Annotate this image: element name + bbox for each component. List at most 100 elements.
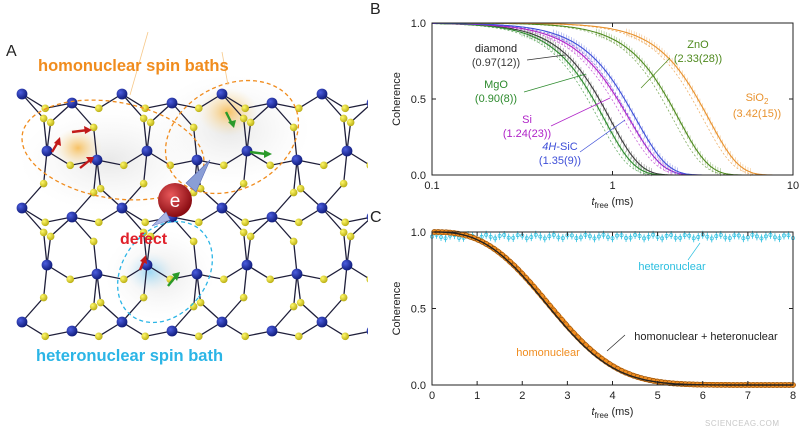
lattice-node-blue [166, 325, 178, 337]
heteronuclear-point [777, 236, 782, 241]
lattice-node-blue [392, 269, 403, 280]
lattice-bond [321, 93, 348, 152]
series-name-si: Si [522, 114, 532, 126]
series-value-mgo: (0.90(8)) [475, 93, 517, 105]
heteronuclear-point [786, 233, 791, 238]
lattice-node-yellow [294, 104, 303, 113]
lattice-node-yellow [366, 276, 368, 283]
lattice-node-blue [191, 154, 203, 166]
lattice-node-yellow [139, 114, 148, 123]
leader-line-si [550, 97, 611, 127]
lattice-node-blue [41, 145, 53, 157]
lattice-node-yellow [89, 123, 98, 132]
lattice-bond [296, 273, 323, 323]
defect-label: defect [120, 231, 168, 248]
series-name-heteronuclear: heteronuclear [638, 261, 706, 273]
homonuclear-point [503, 255, 509, 261]
lattice-bond [271, 216, 298, 275]
series-name-combined: homonuclear + heteronuclear [634, 331, 778, 343]
lattice-node-yellow [41, 332, 50, 341]
heteronuclear-point [714, 234, 719, 239]
panel-a-lattice: e A homonuclear spin baths defect hetero… [6, 31, 403, 365]
lattice-node-blue [116, 202, 128, 214]
spin-arrow-red-head [84, 126, 92, 134]
series-name-zno: ZnO [687, 39, 709, 51]
heteronuclear-point [637, 234, 642, 238]
lattice-bond [321, 207, 348, 266]
homonuclear-point [515, 266, 521, 273]
spin-arrows [50, 111, 272, 287]
heteronuclear-point [660, 236, 665, 241]
spin-arrow-green-head [264, 150, 272, 158]
lattice-bond [346, 150, 368, 165]
heteronuclear-point [529, 235, 534, 240]
heteronuclear-point [511, 235, 516, 240]
lattice-node-yellow [246, 118, 255, 127]
lattice-node-yellow [239, 179, 248, 188]
heteronuclear-point [736, 233, 741, 238]
lattice-node-yellow [141, 218, 150, 227]
heteronuclear-point [493, 236, 498, 241]
lattice-node-yellow [341, 104, 350, 113]
heteronuclear-point [547, 234, 552, 239]
heteronuclear-point [651, 232, 656, 237]
electron-spin: e [151, 159, 211, 227]
y-tick-label: 0.5 [411, 94, 426, 106]
lattice-node-blue [291, 268, 303, 280]
heteronuclear-point [773, 235, 777, 240]
heteronuclear-point [587, 234, 592, 239]
x-tick-label: 0.1 [424, 180, 439, 192]
lattice-node-yellow [390, 238, 398, 246]
y-axis-label: Coherence [391, 282, 403, 336]
lattice-node-blue [141, 145, 153, 157]
leader-line-mgo [523, 73, 587, 93]
combined-line [434, 231, 793, 386]
heteronuclear-point [768, 232, 773, 237]
y-tick-label: 1.0 [411, 18, 426, 30]
lattice-node-yellow [341, 332, 350, 341]
lattice-node-blue [316, 316, 328, 328]
heteronuclear-point [533, 232, 538, 237]
panel-label-a: A [6, 43, 17, 60]
homonuclear-line [431, 229, 796, 388]
series-name-sio2: SiO2 [746, 92, 769, 106]
heteronuclear-point [597, 234, 601, 239]
x-tick-label: 1 [474, 390, 480, 402]
heteronuclear-point [682, 233, 687, 238]
lattice-node-blue [66, 325, 78, 337]
lattice-node-yellow [39, 228, 48, 237]
heteronuclear-point [732, 233, 737, 238]
lattice-node-blue [116, 88, 128, 100]
heteronuclear-point [718, 232, 723, 237]
lattice-node-yellow [146, 232, 155, 241]
lattice-bond [346, 105, 368, 152]
lattice-bond [271, 273, 298, 332]
lattice-bond [321, 264, 348, 323]
heteronuclear-point [601, 232, 606, 237]
lattice-node-yellow [339, 293, 348, 302]
lattice-node-blue [16, 88, 28, 100]
spin-arrow-red [79, 159, 91, 169]
lattice-node-yellow [89, 302, 98, 311]
lattice-node-yellow [239, 228, 248, 237]
x-tick-label: 7 [745, 390, 751, 402]
y-tick-label: 0.5 [411, 304, 426, 316]
x-tick-label: 3 [564, 390, 570, 402]
lattice-node-blue [216, 202, 228, 214]
heteronuclear-point [583, 232, 588, 237]
heteronuclear-point [759, 236, 764, 241]
heteronuclear-point [484, 232, 489, 237]
lattice-node-yellow [289, 123, 298, 132]
lattice-node-yellow [266, 161, 275, 170]
heteronuclear-point [763, 234, 768, 239]
series-value-zno: (2.33(28)) [674, 53, 722, 65]
x-tick-label: 8 [790, 390, 796, 402]
heteronuclear-point [754, 234, 759, 239]
lattice-node-yellow [66, 161, 75, 170]
lattice-node-yellow [96, 298, 105, 307]
series-name-diamond: diamond [475, 43, 517, 55]
lattice-node-yellow [196, 298, 205, 307]
series-errorband-si [431, 23, 793, 176]
callout-line-left [129, 31, 149, 96]
lattice-node-blue [66, 97, 78, 109]
